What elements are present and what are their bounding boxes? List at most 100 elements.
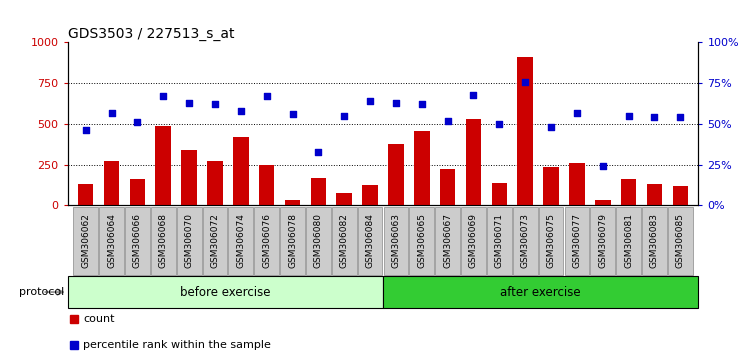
Text: GSM306070: GSM306070 [185,213,194,268]
Text: GSM306074: GSM306074 [237,213,246,268]
Text: GSM306063: GSM306063 [391,213,400,268]
Text: GSM306076: GSM306076 [262,213,271,268]
Bar [595,200,611,205]
Text: GSM306065: GSM306065 [418,213,427,268]
Point [623,113,635,119]
Text: GSM306085: GSM306085 [676,213,685,268]
Point [287,111,299,117]
FancyBboxPatch shape [642,207,667,275]
FancyBboxPatch shape [332,207,357,275]
FancyBboxPatch shape [513,207,538,275]
FancyBboxPatch shape [565,207,590,275]
Text: GSM306081: GSM306081 [624,213,633,268]
Bar [78,184,93,205]
Point [209,102,221,107]
Text: GSM306068: GSM306068 [158,213,167,268]
Text: GSM306071: GSM306071 [495,213,504,268]
Text: GSM306073: GSM306073 [520,213,529,268]
Point [235,108,247,114]
Text: GSM306066: GSM306066 [133,213,142,268]
Text: GSM306062: GSM306062 [81,213,90,268]
Bar [130,179,145,205]
FancyBboxPatch shape [203,207,228,275]
Text: percentile rank within the sample: percentile rank within the sample [83,340,271,350]
Point [519,79,531,84]
Bar [647,184,662,205]
Bar [621,179,636,205]
Text: GDS3503 / 227513_s_at: GDS3503 / 227513_s_at [68,28,234,41]
Point [442,118,454,124]
Point [106,110,118,115]
Bar [466,119,481,205]
Point [364,98,376,104]
Text: after exercise: after exercise [500,286,581,298]
Point [312,149,324,154]
Point [597,164,609,169]
Bar [104,161,119,205]
Point [131,119,143,125]
Point [467,92,479,97]
Point [338,113,350,119]
FancyBboxPatch shape [384,207,409,275]
FancyBboxPatch shape [151,207,176,275]
Bar [155,126,171,205]
FancyBboxPatch shape [280,207,305,275]
FancyBboxPatch shape [74,207,98,275]
Text: GSM306075: GSM306075 [547,213,556,268]
FancyBboxPatch shape [409,207,434,275]
Text: GSM306084: GSM306084 [366,213,375,268]
Bar [362,185,378,205]
Bar [414,131,430,205]
FancyBboxPatch shape [357,207,382,275]
Text: count: count [83,314,115,325]
Bar [543,167,559,205]
FancyBboxPatch shape [228,207,253,275]
Text: GSM306083: GSM306083 [650,213,659,268]
Point [571,110,583,115]
Bar [233,137,249,205]
Text: GSM306072: GSM306072 [210,213,219,268]
Point [261,93,273,99]
FancyBboxPatch shape [487,207,511,275]
FancyBboxPatch shape [436,207,460,275]
Bar [388,144,404,205]
Bar [311,178,326,205]
Bar [517,57,533,205]
Bar [673,186,688,205]
Point [493,121,505,127]
Point [183,100,195,105]
Text: GSM306078: GSM306078 [288,213,297,268]
Text: GSM306077: GSM306077 [572,213,581,268]
Text: GSM306064: GSM306064 [107,213,116,268]
Bar [569,163,585,205]
FancyBboxPatch shape [255,207,279,275]
Text: protocol: protocol [19,287,64,297]
FancyBboxPatch shape [306,207,330,275]
FancyBboxPatch shape [617,207,641,275]
Text: before exercise: before exercise [180,286,270,298]
Point [390,100,402,105]
Text: GSM306080: GSM306080 [314,213,323,268]
Bar [259,165,274,205]
FancyBboxPatch shape [538,207,563,275]
FancyBboxPatch shape [68,276,383,308]
Point [545,124,557,130]
FancyBboxPatch shape [668,207,692,275]
Bar [336,193,352,205]
Bar [207,161,223,205]
FancyBboxPatch shape [383,276,698,308]
Bar [181,150,197,205]
Point [80,127,92,133]
FancyBboxPatch shape [125,207,149,275]
Point [648,115,660,120]
Text: GSM306082: GSM306082 [339,213,348,268]
Bar [440,170,455,205]
Bar [285,200,300,205]
FancyBboxPatch shape [176,207,201,275]
Text: GSM306067: GSM306067 [443,213,452,268]
Point [157,93,169,99]
FancyBboxPatch shape [590,207,615,275]
Point [416,102,428,107]
Bar [492,183,507,205]
FancyBboxPatch shape [99,207,124,275]
